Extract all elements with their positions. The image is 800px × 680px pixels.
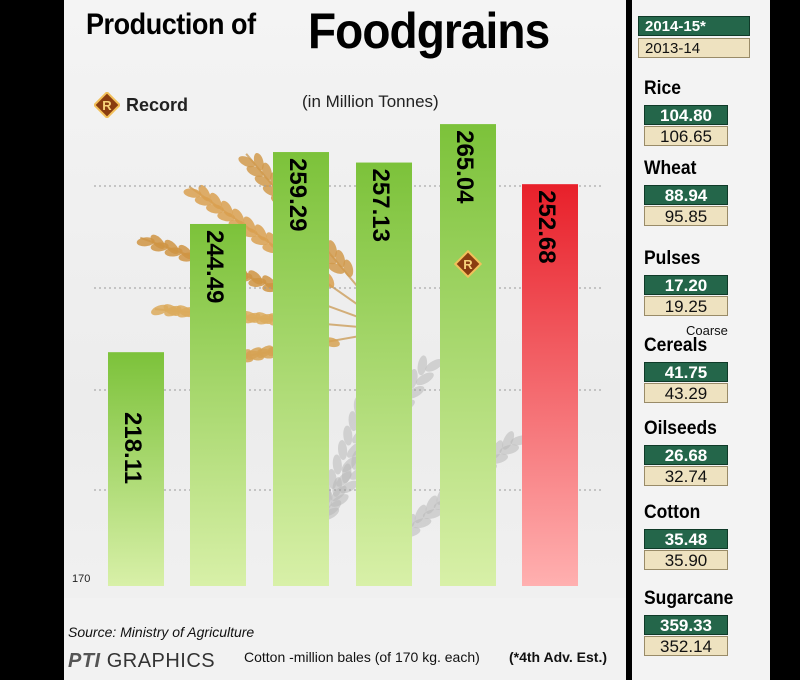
source-note: Source: Ministry of Agriculture (68, 624, 255, 640)
crop-name: Wheat (644, 158, 697, 179)
bar-10-11 (190, 223, 246, 586)
chart-title: Production of Foodgrains (86, 3, 550, 59)
crop-current-value: 41.75 (644, 362, 728, 382)
crop-name: Rice (644, 78, 681, 99)
chart-subtitle: (in Million Tonnes) (302, 92, 439, 111)
value-label: 259.29 (284, 158, 311, 231)
crop-previous-value: 35.90 (644, 550, 728, 570)
crop-current-value: 359.33 (644, 615, 728, 635)
title-part-1: Production of (86, 8, 256, 41)
crop-current-value: 26.68 (644, 445, 728, 465)
value-label: 218.11 (119, 412, 146, 484)
value-label: 244.49 (201, 230, 228, 303)
pti-logo-part: PTI (68, 650, 101, 672)
record-badge-icon: R (453, 249, 483, 279)
y-baseline-label: 170 (72, 573, 90, 585)
crop-current-value: 88.94 (644, 185, 728, 205)
sidebar-current-year: 2014-15* (638, 16, 750, 36)
crop-name: Pulses (644, 248, 701, 269)
legend: R Record (94, 92, 188, 118)
bar-2009-10 (108, 352, 164, 586)
crop-name: Oilseeds (644, 418, 717, 439)
bar-2014-15* (522, 184, 578, 586)
bar-11-12 (273, 152, 329, 586)
value-label: 265.04 (451, 130, 478, 204)
crop-previous-value: 106.65 (644, 126, 728, 146)
crop-previous-value: 19.25 (644, 296, 728, 316)
record-badge-icon: R (94, 92, 120, 118)
sidebar-previous-year: 2013-14 (638, 38, 750, 58)
legend-badge-letter: R (102, 98, 112, 113)
bar-13-14 (440, 124, 496, 587)
bar-12-13 (356, 162, 412, 586)
grid-lines: 170 (72, 185, 604, 585)
crop-name-prefix: Coarse (686, 323, 728, 338)
crop-name: Cotton (644, 502, 701, 523)
bars: 218.112009-10244.4910-11259.2911-12257.1… (99, 124, 593, 600)
crop-previous-value: 43.29 (644, 383, 728, 403)
graphics-logo-part: GRAPHICS (106, 650, 216, 672)
pti-graphics-logo: PTI GRAPHICS (68, 650, 215, 673)
crop-name: Cereals (644, 335, 708, 356)
crop-current-value: 104.80 (644, 105, 728, 125)
advance-estimate-note: (*4th Adv. Est.) (509, 649, 608, 665)
legend-label: Record (126, 94, 189, 115)
footer-strip (64, 598, 626, 680)
crop-current-value: 17.20 (644, 275, 728, 295)
crop-sidebar: 2014-15* 2013-14 Rice 104.80 106.65 Wheat 88… (632, 0, 770, 680)
bar-chart: 170 218.112009-10244.4910-11259.2911-122… (72, 124, 604, 600)
crop-previous-value: 32.74 (644, 466, 728, 486)
crop-previous-value: 95.85 (644, 206, 728, 226)
title-part-2: Foodgrains (308, 3, 550, 59)
chart-panel: 170 218.112009-10244.4910-11259.2911-122… (64, 0, 626, 680)
crop-current-value: 35.48 (644, 529, 728, 549)
value-label: 252.68 (533, 190, 560, 263)
cotton-unit-note: Cotton -million bales (of 170 kg. each) (244, 649, 480, 665)
svg-text:R: R (463, 257, 473, 272)
crop-name: Sugarcane (644, 588, 734, 609)
value-label: 257.13 (367, 169, 394, 242)
crop-previous-value: 352.14 (644, 636, 728, 656)
